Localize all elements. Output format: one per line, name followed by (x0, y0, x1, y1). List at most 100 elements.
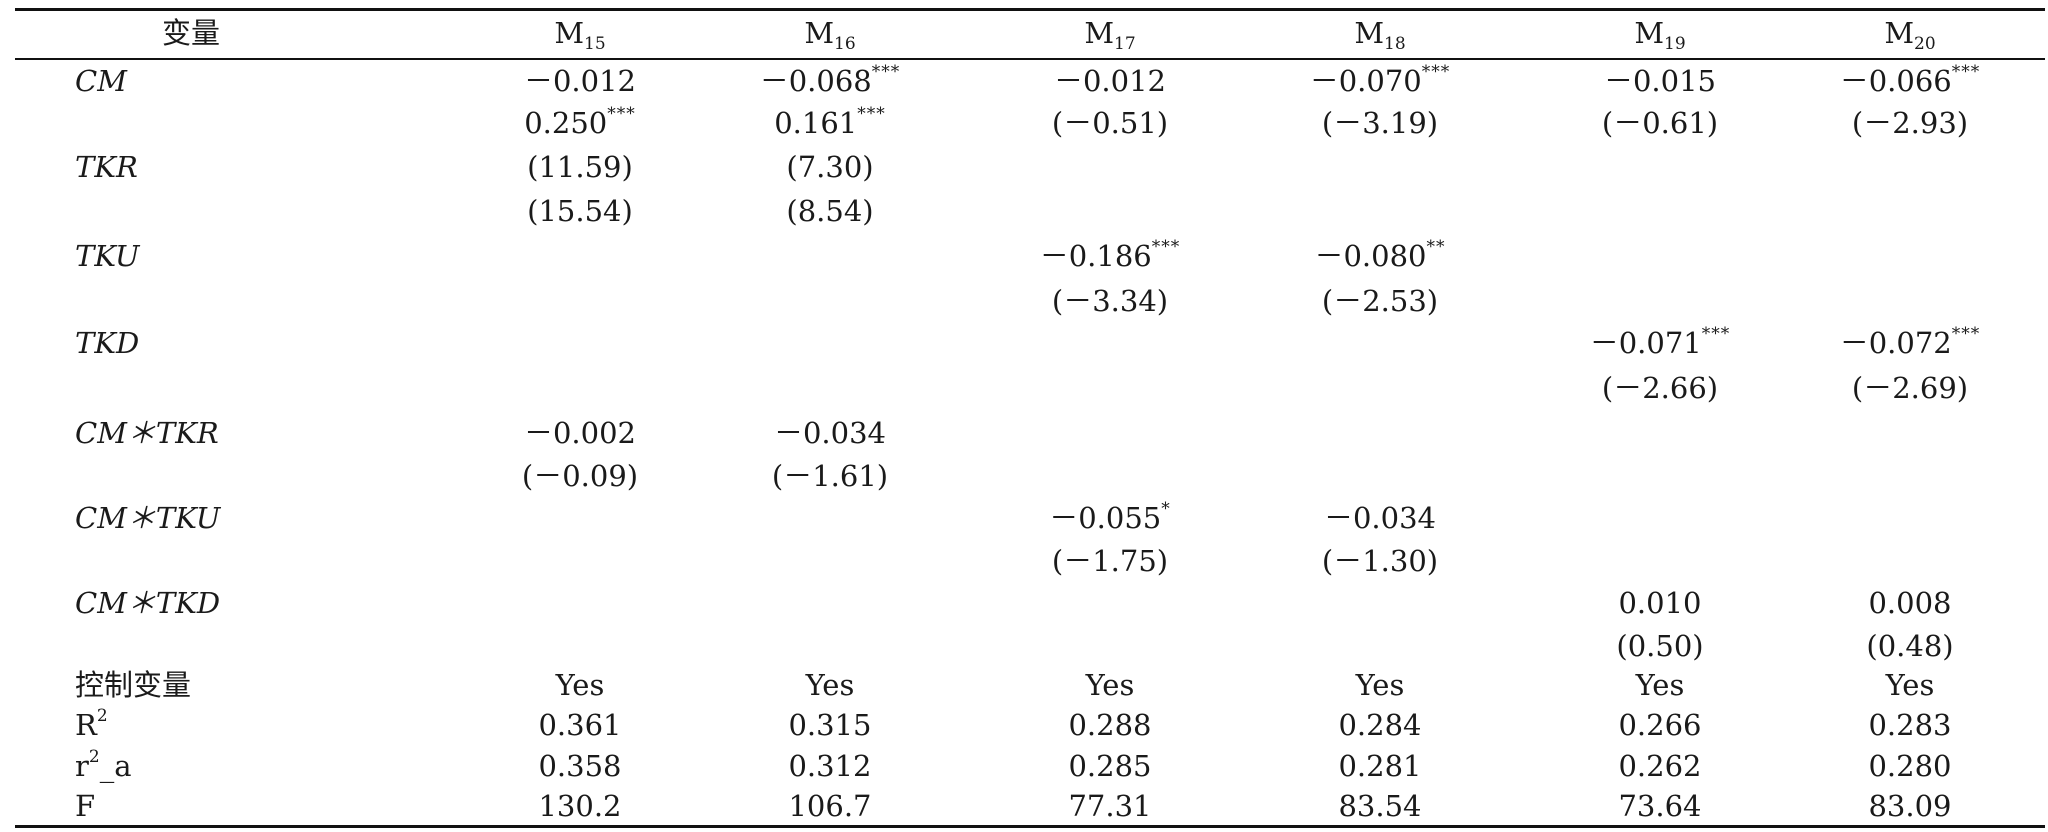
table-cell: Yes (1086, 664, 1135, 706)
row-label-superscript: 2 (88, 747, 100, 767)
table-row: F 130.2 106.7 77.31 83.54 73.64 83.09 (0, 785, 2048, 827)
model-subscript: 16 (834, 34, 856, 54)
cell-value: －0.080 (1314, 239, 1427, 273)
table-row: r2_a 0.358 0.312 0.285 0.281 0.262 0.280 (0, 745, 2048, 787)
cell-value: Yes (555, 668, 605, 702)
model-subscript: 18 (1384, 34, 1406, 54)
significance-stars: ** (1426, 237, 1446, 257)
cell-value: 0.010 (1618, 586, 1702, 620)
table-cell: －0.071*** (1590, 322, 1731, 364)
cell-value: 77.31 (1068, 789, 1152, 823)
cell-value: (－2.66) (1601, 371, 1719, 405)
row-label-text: CM＊TKU (75, 501, 221, 535)
cell-value: －0.068 (759, 64, 872, 98)
significance-stars: *** (1951, 324, 1981, 344)
significance-stars: *** (1951, 62, 1981, 82)
row-label: 控制变量 (75, 664, 191, 706)
row-label: CM＊TKR (75, 412, 219, 454)
model-name: M (1084, 16, 1115, 50)
table-cell: －0.186*** (1040, 235, 1181, 277)
table-row: (15.54) (8.54) (0, 190, 2048, 232)
table-cell: (11.59) (527, 146, 633, 188)
cell-value: －0.071 (1589, 326, 1702, 360)
row-label: CM＊TKU (75, 497, 220, 539)
table-row: 控制变量 Yes Yes Yes Yes Yes Yes (0, 664, 2048, 706)
cell-value: (－1.30) (1321, 544, 1439, 578)
cell-value: －0.066 (1839, 64, 1952, 98)
row-label-text: 控制变量 (75, 668, 192, 702)
table-cell: 0.361 (538, 704, 621, 746)
row-label: R2 (75, 704, 108, 746)
cell-value: 0.161 (774, 106, 858, 140)
cell-value: Yes (1885, 668, 1935, 702)
table-cell: －0.012 (524, 60, 636, 102)
column-header-model-4: M18 (1354, 12, 1405, 54)
row-label: r2_a (75, 745, 132, 787)
cell-value: 0.266 (1618, 708, 1702, 742)
table-cell: 0.280 (1868, 745, 1951, 787)
table-cell: 0.285 (1068, 745, 1151, 787)
table-cell: －0.066*** (1840, 60, 1981, 102)
model-subscript: 17 (1114, 34, 1136, 54)
cell-value: (－0.61) (1601, 106, 1719, 140)
table-cell: 130.2 (538, 785, 621, 827)
row-label-suffix: _a (99, 749, 132, 783)
significance-stars: * (1161, 499, 1171, 519)
cell-value: (15.54) (527, 194, 633, 228)
cell-value: －0.034 (773, 416, 887, 450)
cell-value: (11.59) (527, 150, 633, 184)
cell-value: 0.262 (1618, 749, 1702, 783)
significance-stars: *** (607, 104, 636, 124)
row-label: TKU (75, 235, 139, 277)
table-row: (0.50) (0.48) (0, 625, 2048, 667)
model-name: M (804, 16, 835, 50)
table-cell: －0.070*** (1310, 60, 1451, 102)
table-row: (－0.09) (－1.61) (0, 455, 2048, 497)
cell-value: 0.283 (1868, 708, 1952, 742)
cell-value: 0.280 (1868, 749, 1952, 783)
cell-value: Yes (1635, 668, 1685, 702)
significance-stars: *** (1701, 324, 1731, 344)
table-cell: (－3.19) (1322, 102, 1438, 144)
table-cell: －0.034 (1324, 497, 1436, 539)
table-cell: (－1.75) (1052, 540, 1168, 582)
significance-stars: *** (857, 104, 886, 124)
table-cell: －0.012 (1054, 60, 1166, 102)
row-label-text: r (75, 749, 89, 783)
cell-value: 0.281 (1338, 749, 1422, 783)
cell-value: 0.285 (1068, 749, 1152, 783)
table-cell: (－0.61) (1602, 102, 1718, 144)
cell-value: (－1.61) (771, 459, 889, 493)
cell-value: Yes (1355, 668, 1405, 702)
cell-value: Yes (1085, 668, 1135, 702)
model-subscript: 15 (584, 34, 606, 54)
bottom-rule (15, 825, 2045, 828)
table-cell: －0.015 (1604, 60, 1716, 102)
table-row: CM＊TKU －0.055* －0.034 (0, 497, 2048, 539)
table-cell: 0.008 (1868, 582, 1951, 624)
model-subscript: 19 (1664, 34, 1686, 54)
table-cell: 0.262 (1618, 745, 1701, 787)
table-cell: Yes (556, 664, 605, 706)
column-header-variable: 变量 (162, 16, 221, 50)
cell-value: －0.072 (1839, 326, 1952, 360)
table-cell: 0.281 (1338, 745, 1421, 787)
table-cell: (－0.51) (1052, 102, 1168, 144)
cell-value: (8.54) (786, 194, 874, 228)
row-label-text: TKR (75, 150, 138, 184)
row-label: CM＊TKD (75, 582, 220, 624)
cell-value: (－1.75) (1051, 544, 1169, 578)
table-row: CM＊TKD 0.010 0.008 (0, 582, 2048, 624)
cell-value: 83.09 (1868, 789, 1952, 823)
cell-value: 0.288 (1068, 708, 1152, 742)
table-cell: 0.010 (1618, 582, 1701, 624)
table-cell: 83.09 (1868, 785, 1951, 827)
model-subscript: 20 (1914, 34, 1936, 54)
cell-value: －0.012 (523, 64, 637, 98)
table-row: TKU －0.186*** －0.080** (0, 235, 2048, 277)
cell-value: 0.312 (788, 749, 872, 783)
table-cell: 0.266 (1618, 704, 1701, 746)
row-label-text: CM＊TKR (75, 416, 219, 450)
header-rule (15, 58, 2045, 60)
table-cell: (－1.30) (1322, 540, 1438, 582)
